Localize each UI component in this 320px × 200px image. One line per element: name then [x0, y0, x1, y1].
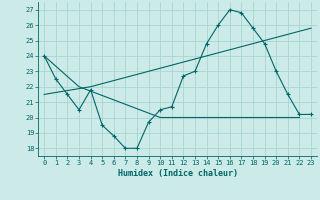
X-axis label: Humidex (Indice chaleur): Humidex (Indice chaleur)	[118, 169, 238, 178]
